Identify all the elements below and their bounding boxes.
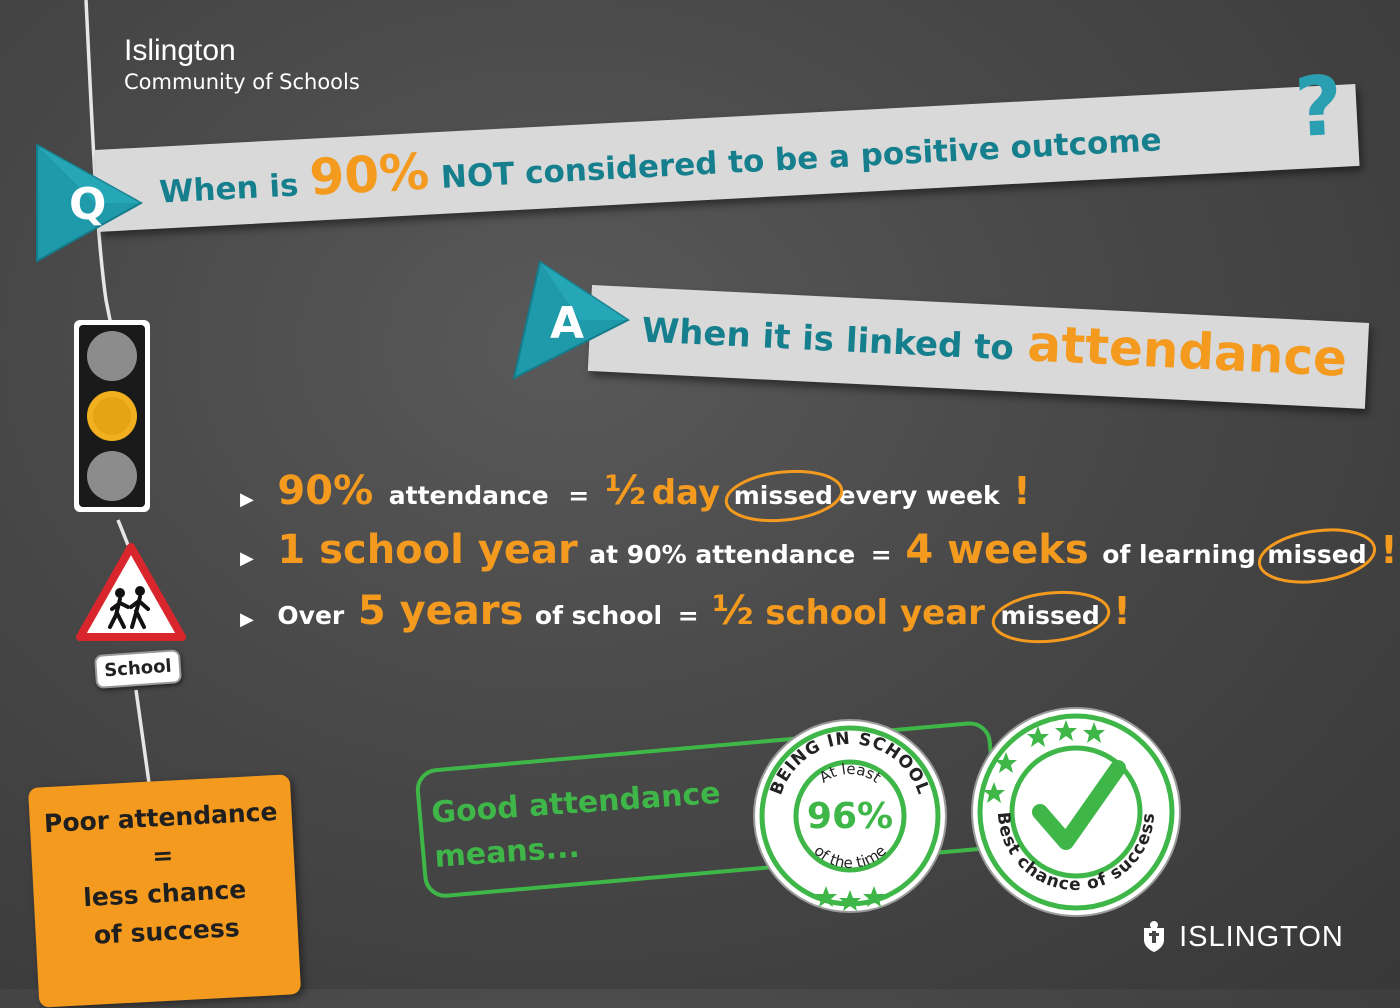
fact3-p4: = [677,601,699,630]
q-badge-letter: Q [69,179,106,230]
council-name: ISLINGTON [1179,920,1344,953]
question-mark: ? [1292,58,1345,157]
fact1-p3: = [568,481,590,510]
fact3-p3: of school [534,601,663,630]
islington-council-logo: ISLINGTON [1140,920,1344,954]
children-crossing-sign-icon [76,543,186,641]
brand-subtitle: Community of Schools [124,70,360,94]
header-logo: Islington Community of Schools [124,34,360,96]
question-highlight: 90% [308,142,431,207]
answer-text-main: When it is linked to [640,310,1015,369]
bullet-arrow-icon: ▶ [240,548,254,569]
fact2-p2: at 90% attendance [589,540,856,569]
fact3-p1: Over [277,601,345,630]
fact1-circled-text: missed [733,481,833,510]
fact3-excl: ! [1113,589,1131,633]
stars-icon [815,886,885,911]
school-plate: School [93,649,183,689]
fact-row-1: ▶ 90% attendance = ½ day missed every we… [240,468,1031,523]
bullet-arrow-icon: ▶ [240,609,254,630]
brand-name: Islington [124,34,236,67]
being-in-school-badge: BEING IN SCHOOL At least 96% of the time [753,719,947,913]
fact-row-3: ▶ Over 5 years of school = ½ school year… [240,588,1131,644]
fact1-p2: attendance [388,481,549,510]
fact3-circled: missed [991,590,1110,644]
fact3-p6: school year [765,593,985,633]
fact2-circled-text: missed [1267,540,1367,569]
best-chance-badge: Best chance of success [971,707,1181,917]
fact2-p5: of learning [1102,540,1256,569]
fact-row-2: ▶ 1 school year at 90% attendance = 4 we… [240,527,1398,584]
traffic-light-icon [74,320,150,512]
question-text-before: When is [158,167,300,211]
fact2-p3: = [870,540,892,569]
a-badge-icon: A [512,260,630,380]
fact1-p5: day [651,473,721,513]
crest-icon [1144,921,1164,952]
fact2-circled: missed [1258,528,1377,584]
fact2-excl: ! [1380,528,1398,572]
fact1-p1: 90% [277,468,374,514]
a-badge-letter: A [550,298,584,349]
stars-icon [983,720,1105,803]
badge-value: 96% [807,796,893,837]
fact1-p6: every week [838,481,1000,510]
fact1-p4: ½ [604,468,647,514]
fact1-circled: missed [724,469,843,523]
fact2-p4: 4 weeks [905,527,1089,573]
fact1-excl: ! [1013,469,1031,513]
answer-highlight: attendance [1026,314,1349,388]
fact3-circled-text: missed [1000,601,1100,630]
bullet-arrow-icon: ▶ [240,489,254,510]
fact2-p1: 1 school year [277,527,578,573]
poor-attendance-box: Poor attendance = less chance of success [28,774,302,1008]
fact3-p5: ½ [712,588,754,634]
poor-attendance-text: Poor attendance = less chance of success [29,792,299,958]
q-badge-icon: Q [36,143,144,263]
checkmark-icon [1032,760,1126,850]
fact3-p2: 5 years [357,588,524,634]
